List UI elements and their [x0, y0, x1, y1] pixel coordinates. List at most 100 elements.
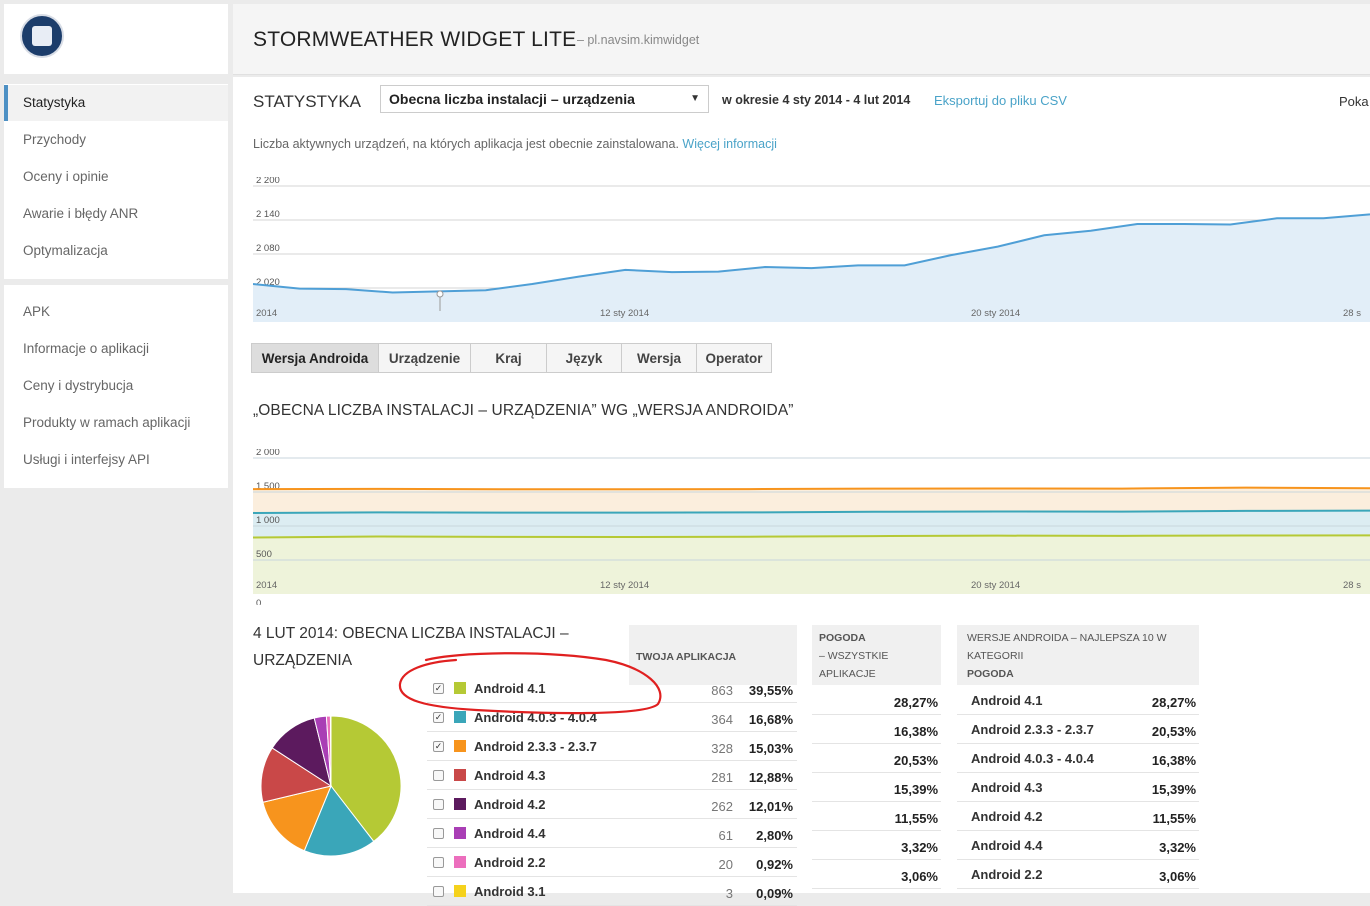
table-row[interactable]: Android 4.4 61 2,80%	[427, 819, 797, 848]
top10-version: Android 2.2	[971, 867, 1043, 882]
install-percent: 0,92%	[756, 857, 793, 872]
category-row: 11,55%	[812, 802, 941, 831]
version-name: Android 3.1	[474, 884, 546, 899]
dropdown-arrow-icon: ▼	[690, 93, 700, 104]
top10-row: Android 2.2 3,06%	[957, 860, 1199, 889]
sidebar-item-uslugi[interactable]: Usługi i interfejsy API	[23, 452, 150, 467]
top10-percent: 20,53%	[1151, 724, 1196, 739]
y-tick-label: 2 140	[256, 209, 280, 220]
sidebar-item-awarie[interactable]: Awarie i błędy ANR	[23, 206, 139, 221]
row-checkbox[interactable]: ✓	[433, 683, 444, 694]
row-checkbox[interactable]: ✓	[433, 741, 444, 752]
tab-urzadzenie[interactable]: Urządzenie	[378, 343, 471, 373]
row-checkbox[interactable]	[433, 886, 444, 897]
sidebar-item-optymalizacja[interactable]: Optymalizacja	[23, 243, 108, 258]
page-title: STATYSTYKA	[253, 92, 362, 111]
top10-row: Android 4.3 15,39%	[957, 773, 1199, 802]
category-row: 28,27%	[812, 686, 941, 715]
top10-version: Android 2.3.3 - 2.3.7	[971, 722, 1094, 737]
pie-slice	[260, 747, 333, 803]
series-line	[253, 509, 1370, 514]
versions-pie-chart[interactable]	[260, 715, 402, 857]
row-checkbox[interactable]	[433, 828, 444, 839]
install-percent: 12,01%	[748, 799, 793, 814]
install-count: 281	[711, 770, 733, 785]
install-percent: 2,80%	[756, 828, 793, 843]
sidebar-item-produkty[interactable]: Produkty w ramach aplikacji	[23, 415, 191, 430]
top10-percent: 3,32%	[1159, 840, 1196, 855]
category-percent: 3,32%	[901, 840, 938, 855]
category-row: 3,32%	[812, 831, 941, 860]
x-tick-label: 20 sty 2014	[971, 308, 1020, 319]
row-checkbox[interactable]	[433, 857, 444, 868]
sidebar-item-ceny[interactable]: Ceny i dystrybucja	[23, 378, 134, 393]
sidebar-item-informacje[interactable]: Informacje o aplikacji	[23, 341, 150, 356]
category-row: 20,53%	[812, 744, 941, 773]
category-row: 16,38%	[812, 715, 941, 744]
top10-percent: 15,39%	[1151, 782, 1196, 797]
legend-swatch	[454, 682, 466, 694]
tab-jezyk[interactable]: Język	[546, 343, 622, 373]
table-row[interactable]: Android 2.2 20 0,92%	[427, 848, 797, 877]
sidebar-nav-primary: Statystyka Przychody Oceny i opinie Awar…	[4, 84, 228, 279]
top10-percent: 3,06%	[1159, 869, 1196, 884]
pie-slice	[262, 785, 332, 852]
table-row[interactable]: Android 4.2 262 12,01%	[427, 790, 797, 819]
top10-version: Android 4.1	[971, 693, 1043, 708]
x-tick-label: 20 sty 2014	[971, 580, 1020, 591]
top10-version: Android 4.0.3 - 4.0.4	[971, 751, 1094, 766]
y-tick-label: 2 020	[256, 277, 280, 288]
metric-select[interactable]: Obecna liczba instalacji – urządzenia ▼	[380, 85, 709, 113]
export-csv-link[interactable]: Eksportuj do pliku CSV	[934, 93, 1067, 108]
period-range[interactable]: 4 sty 2014 - 4 lut 2014	[782, 93, 911, 107]
category-row: 3,06%	[812, 860, 941, 889]
category-percent: 15,39%	[893, 782, 938, 797]
x-tick-label: 12 sty 2014	[600, 580, 649, 591]
version-name: Android 4.0.3 - 4.0.4	[474, 710, 597, 725]
series-line	[253, 486, 1370, 491]
app-package: – pl.navsim.kimwidget	[577, 33, 700, 47]
sidebar-item-przychody[interactable]: Przychody	[23, 132, 87, 147]
sidebar-item-oceny[interactable]: Oceny i opinie	[23, 169, 109, 184]
category-percent: 28,27%	[893, 695, 938, 710]
row-checkbox[interactable]: ✓	[433, 712, 444, 723]
table-row[interactable]: ✓ Android 2.3.3 - 2.3.7 328 15,03%	[427, 732, 797, 761]
install-count: 863	[711, 683, 733, 698]
table-row[interactable]: Android 3.1 3 0,09%	[427, 877, 797, 906]
x-tick-label: 12 sty 2014	[600, 308, 649, 319]
col-header-category: POGODA – WSZYSTKIE APLIKACJE	[812, 625, 941, 685]
table-row[interactable]: ✓ Android 4.0.3 - 4.0.4 364 16,68%	[427, 703, 797, 732]
row-checkbox[interactable]	[433, 799, 444, 810]
col-header-category-sub: – WSZYSTKIE APLIKACJE	[819, 650, 889, 680]
table-row[interactable]: Android 4.3 281 12,88%	[427, 761, 797, 790]
category-percent: 11,55%	[894, 811, 938, 826]
versions-area-chart[interactable]: 2 000 1 500 1 000 500 0 2014 12 sty 2014 20 sty…	[253, 449, 1370, 605]
row-checkbox[interactable]	[433, 770, 444, 781]
top10-version: Android 4.4	[971, 838, 1043, 853]
main-content: STATYSTYKA Obecna liczba instalacji – ur…	[233, 77, 1370, 906]
legend-swatch	[454, 769, 466, 781]
app-logo[interactable]	[20, 14, 64, 58]
tab-operator[interactable]: Operator	[696, 343, 772, 373]
sidebar-nav-secondary: APK Informacje o aplikacji Ceny i dystry…	[4, 285, 228, 488]
period-text: w okresie 4 sty 2014 - 4 lut 2014	[722, 93, 910, 107]
x-tick-label: 2014	[256, 308, 277, 319]
legend-swatch	[454, 856, 466, 868]
tab-kraj[interactable]: Kraj	[470, 343, 547, 373]
install-percent: 15,03%	[748, 741, 793, 756]
install-percent: 0,09%	[756, 886, 793, 901]
sidebar-item-statystyka[interactable]: Statystyka	[4, 85, 228, 121]
annotation-icon	[436, 290, 444, 298]
tab-wersja[interactable]: Wersja	[621, 343, 697, 373]
sidebar-header	[4, 4, 228, 74]
show-label[interactable]: Poka	[1339, 94, 1369, 109]
app-title: STORMWEATHER WIDGET LITE	[253, 28, 577, 51]
more-info-link[interactable]: Więcej informacji	[682, 137, 777, 151]
tab-wersja-androida[interactable]: Wersja Androida	[251, 343, 379, 373]
install-count: 61	[718, 828, 733, 843]
top10-percent: 16,38%	[1151, 753, 1196, 768]
table-row[interactable]: ✓ Android 4.1 863 39,55%	[427, 674, 797, 703]
sidebar-item-apk[interactable]: APK	[23, 304, 51, 319]
version-name: Android 2.3.3 - 2.3.7	[474, 739, 597, 754]
